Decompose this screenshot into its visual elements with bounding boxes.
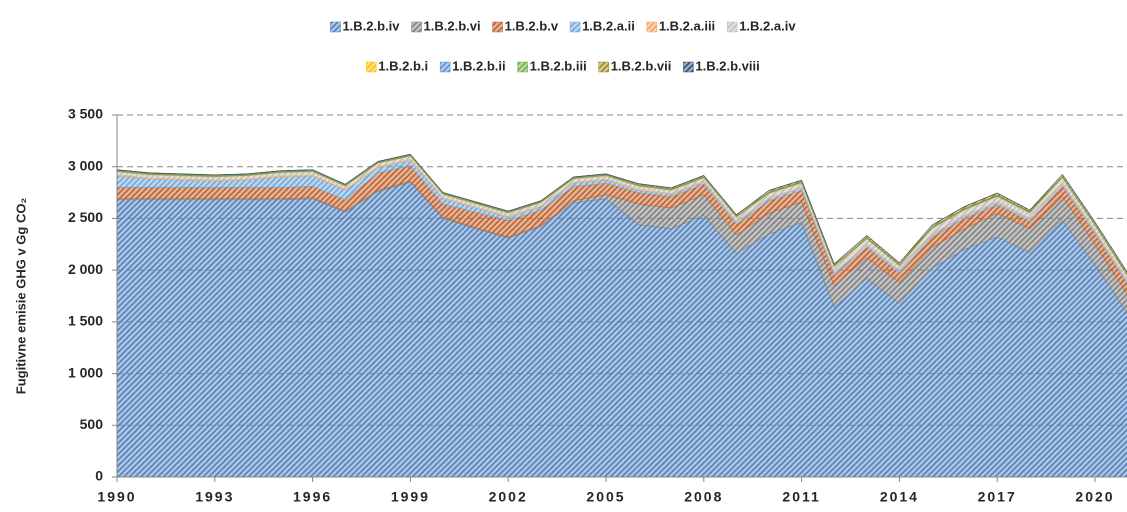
x-tick-label: 2008 [684, 489, 723, 505]
legend-swatch [683, 61, 694, 73]
x-tick-label: 2011 [782, 489, 820, 505]
legend-label: 1.B.2.b.iv [342, 18, 400, 33]
legend-label: 1.B.2.b.viii [695, 58, 759, 73]
legend-swatch [598, 61, 609, 73]
y-tick-label: 2 500 [68, 209, 103, 225]
area [116, 153, 1127, 273]
legend-label: 1.B.2.b.i [378, 58, 428, 73]
legend-label: 1.B.2.a.iv [739, 18, 796, 33]
legend-swatch [439, 61, 451, 73]
x-tick-label: 2002 [489, 489, 528, 505]
x-tick-label: 2020 [1075, 489, 1114, 505]
y-tick-label: 0 [95, 468, 103, 484]
legend-label: 1.B.2.a.ii [582, 18, 635, 33]
legend-label: 1.B.2.b.vi [424, 18, 481, 33]
x-tick-label: 1996 [293, 489, 332, 505]
legend-swatch [726, 21, 738, 33]
y-tick-label: 1 000 [68, 364, 103, 380]
legend-label: 1.B.2.b.vii [611, 58, 672, 73]
y-tick-label: 3 500 [68, 106, 103, 122]
legend-label: 1.B.2.a.iii [659, 18, 715, 33]
x-tick-label: 2017 [978, 489, 1017, 505]
y-tick-label: 500 [80, 416, 104, 432]
y-axis-label: Fugitivne emisie GHG v Gg CO₂ [13, 198, 28, 395]
x-tick-label: 2005 [586, 489, 625, 505]
legend-swatch [366, 61, 377, 73]
legend-swatch [646, 21, 658, 33]
legend-swatch [411, 21, 422, 33]
legend-row: 1.B.2.b.iv 1.B.2.b.vi 1.B.2.b.v 1.B.2.a.ii 1… [330, 18, 796, 33]
y-tick-label: 3 000 [68, 157, 103, 173]
legend-label: 1.B.2.b.iii [530, 58, 587, 73]
x-tick-label: 1999 [391, 489, 430, 505]
x-tick-label: 2014 [880, 489, 919, 505]
legend-label: 1.B.2.b.v [505, 18, 559, 33]
legend-row: 1.B.2.b.i 1.B.2.b.ii 1.B.2.b.iii 1.B.2.b.vi… [366, 58, 760, 73]
y-tick-label: 2 000 [68, 261, 103, 277]
legend-swatch [330, 21, 341, 33]
legend-swatch [517, 61, 528, 73]
legend-label: 1.B.2.b.ii [452, 58, 505, 73]
x-tick-label: 1993 [195, 489, 234, 505]
x-tick-label: 1990 [97, 489, 136, 505]
legend-swatch [569, 21, 581, 33]
y-tick-label: 1 500 [68, 313, 103, 329]
legend-swatch [492, 21, 503, 33]
